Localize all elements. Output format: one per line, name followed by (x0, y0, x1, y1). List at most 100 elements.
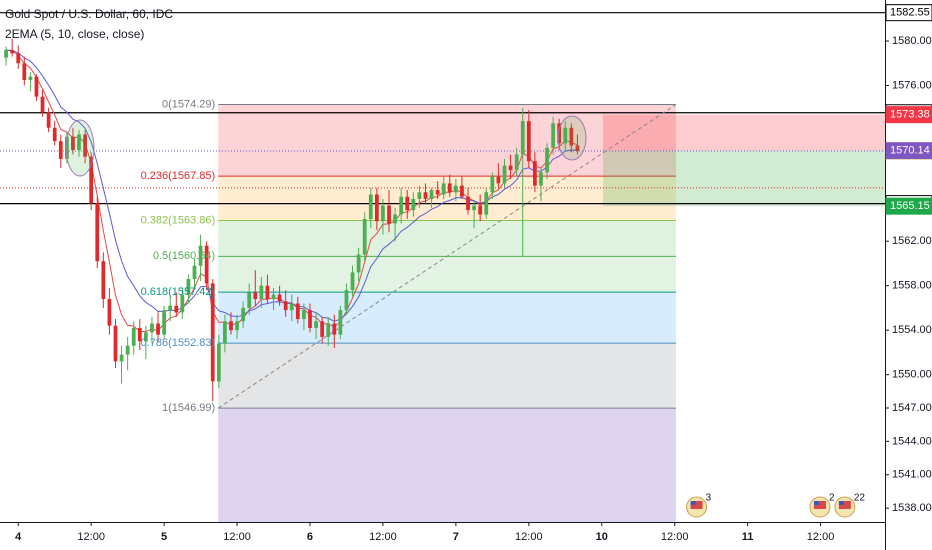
candle-body (362, 218, 367, 255)
candle-body (557, 123, 562, 144)
candle-body (174, 305, 179, 313)
candle-body (551, 123, 556, 148)
candle-body (308, 310, 312, 328)
candle-body (526, 121, 531, 162)
price-label-text: 1570.14 (890, 145, 930, 157)
candle-body (271, 294, 276, 300)
candle-body (40, 96, 45, 113)
fib-band (218, 104, 676, 177)
candle-body (89, 156, 94, 204)
x-tick-label: 4 (15, 531, 22, 543)
candle-body (83, 134, 87, 157)
fib-band (218, 292, 676, 344)
candle-body (216, 343, 221, 382)
y-tick-label: 1538.00 (892, 502, 932, 514)
x-tick-label: 12:00 (223, 531, 251, 543)
candle-body (125, 345, 130, 355)
candle-body (399, 196, 404, 215)
candle-body (381, 205, 385, 222)
candle-body (95, 203, 100, 262)
event-flag-stripe (813, 501, 826, 509)
candle-body (320, 321, 325, 337)
x-tick-label: 6 (307, 531, 313, 543)
fib-level-label: 0.786(1552.83) (141, 337, 216, 349)
x-tick-label: 7 (453, 531, 459, 543)
candle-body (368, 194, 373, 219)
candle-body (198, 245, 203, 266)
fib-band (218, 408, 676, 522)
x-tick-label: 12:00 (369, 531, 397, 543)
candle-body (283, 301, 288, 311)
x-tick-label: 5 (161, 531, 167, 543)
candle-body (350, 272, 355, 291)
candle-body (411, 198, 416, 211)
candle-body (101, 261, 106, 300)
candle-body (472, 205, 476, 211)
event-flag-stripe (690, 501, 703, 509)
candle-body (77, 134, 81, 151)
candle-body (417, 192, 422, 199)
chart-title: Gold Spot / U.S. Dollar, 60, IDC (5, 7, 173, 21)
candle-body (520, 121, 525, 155)
candle-body (107, 299, 112, 326)
candle-body (22, 63, 27, 80)
x-tick-label: 12:00 (661, 531, 689, 543)
candle-body (508, 165, 513, 171)
candle-body (235, 321, 239, 331)
y-tick-label: 1547.00 (892, 402, 932, 414)
candle-body (344, 290, 349, 311)
candle-body (46, 112, 51, 128)
price-label (885, 197, 932, 215)
fib-level-label: 0.618(1557.42) (141, 286, 216, 298)
fib-band (218, 343, 676, 409)
y-tick-label: 1544.00 (892, 435, 932, 447)
candle-body (393, 214, 397, 224)
candle-body (162, 310, 166, 335)
event-flag-stripe (838, 501, 851, 509)
price-axis (886, 0, 932, 550)
candle-body (441, 183, 446, 195)
candle-body (496, 176, 501, 184)
candle-body (478, 205, 483, 215)
candle-body (259, 285, 264, 300)
position-loss-zone (602, 114, 885, 151)
candle-body (295, 303, 300, 320)
fib-band (218, 220, 676, 257)
candle-body (186, 279, 191, 295)
candle-body (563, 127, 568, 144)
y-tick-label: 1541.00 (892, 469, 932, 481)
candle-body (302, 310, 306, 320)
candle-body (52, 127, 57, 142)
event-count: 3 (706, 493, 712, 504)
candle-body (223, 321, 227, 344)
x-tick-label: 12:00 (515, 531, 543, 543)
candle-body (338, 310, 343, 335)
highlight-ellipse (557, 115, 587, 161)
candle-body (387, 205, 391, 224)
candle-body (490, 176, 495, 193)
candle-body (453, 185, 458, 193)
candle-body (539, 172, 543, 186)
candle-body (314, 321, 318, 328)
fib-level-label: 1(1546.99) (162, 402, 215, 414)
y-tick-label: 1554.00 (892, 324, 932, 336)
highlight-ellipse (65, 119, 95, 177)
drawings (0, 12, 885, 522)
candle-body (10, 49, 15, 54)
price-label (885, 142, 932, 160)
candle-body (466, 196, 470, 211)
candle-body (533, 161, 537, 186)
candle-body (241, 307, 246, 322)
x-tick-label: 12:00 (807, 531, 835, 543)
y-tick-label: 1558.00 (892, 280, 932, 292)
price-label-text: 1582.55 (890, 7, 930, 19)
candle-body (447, 183, 452, 193)
y-tick-label: 1550.00 (892, 369, 932, 381)
candle-body (150, 323, 154, 333)
price-label-text: 1573.38 (890, 109, 930, 121)
candle-body (131, 327, 136, 346)
y-tick-label: 1580.00 (892, 35, 932, 47)
candle-body (28, 76, 33, 80)
candle-body (204, 245, 209, 284)
event-count: 2 (829, 493, 835, 504)
